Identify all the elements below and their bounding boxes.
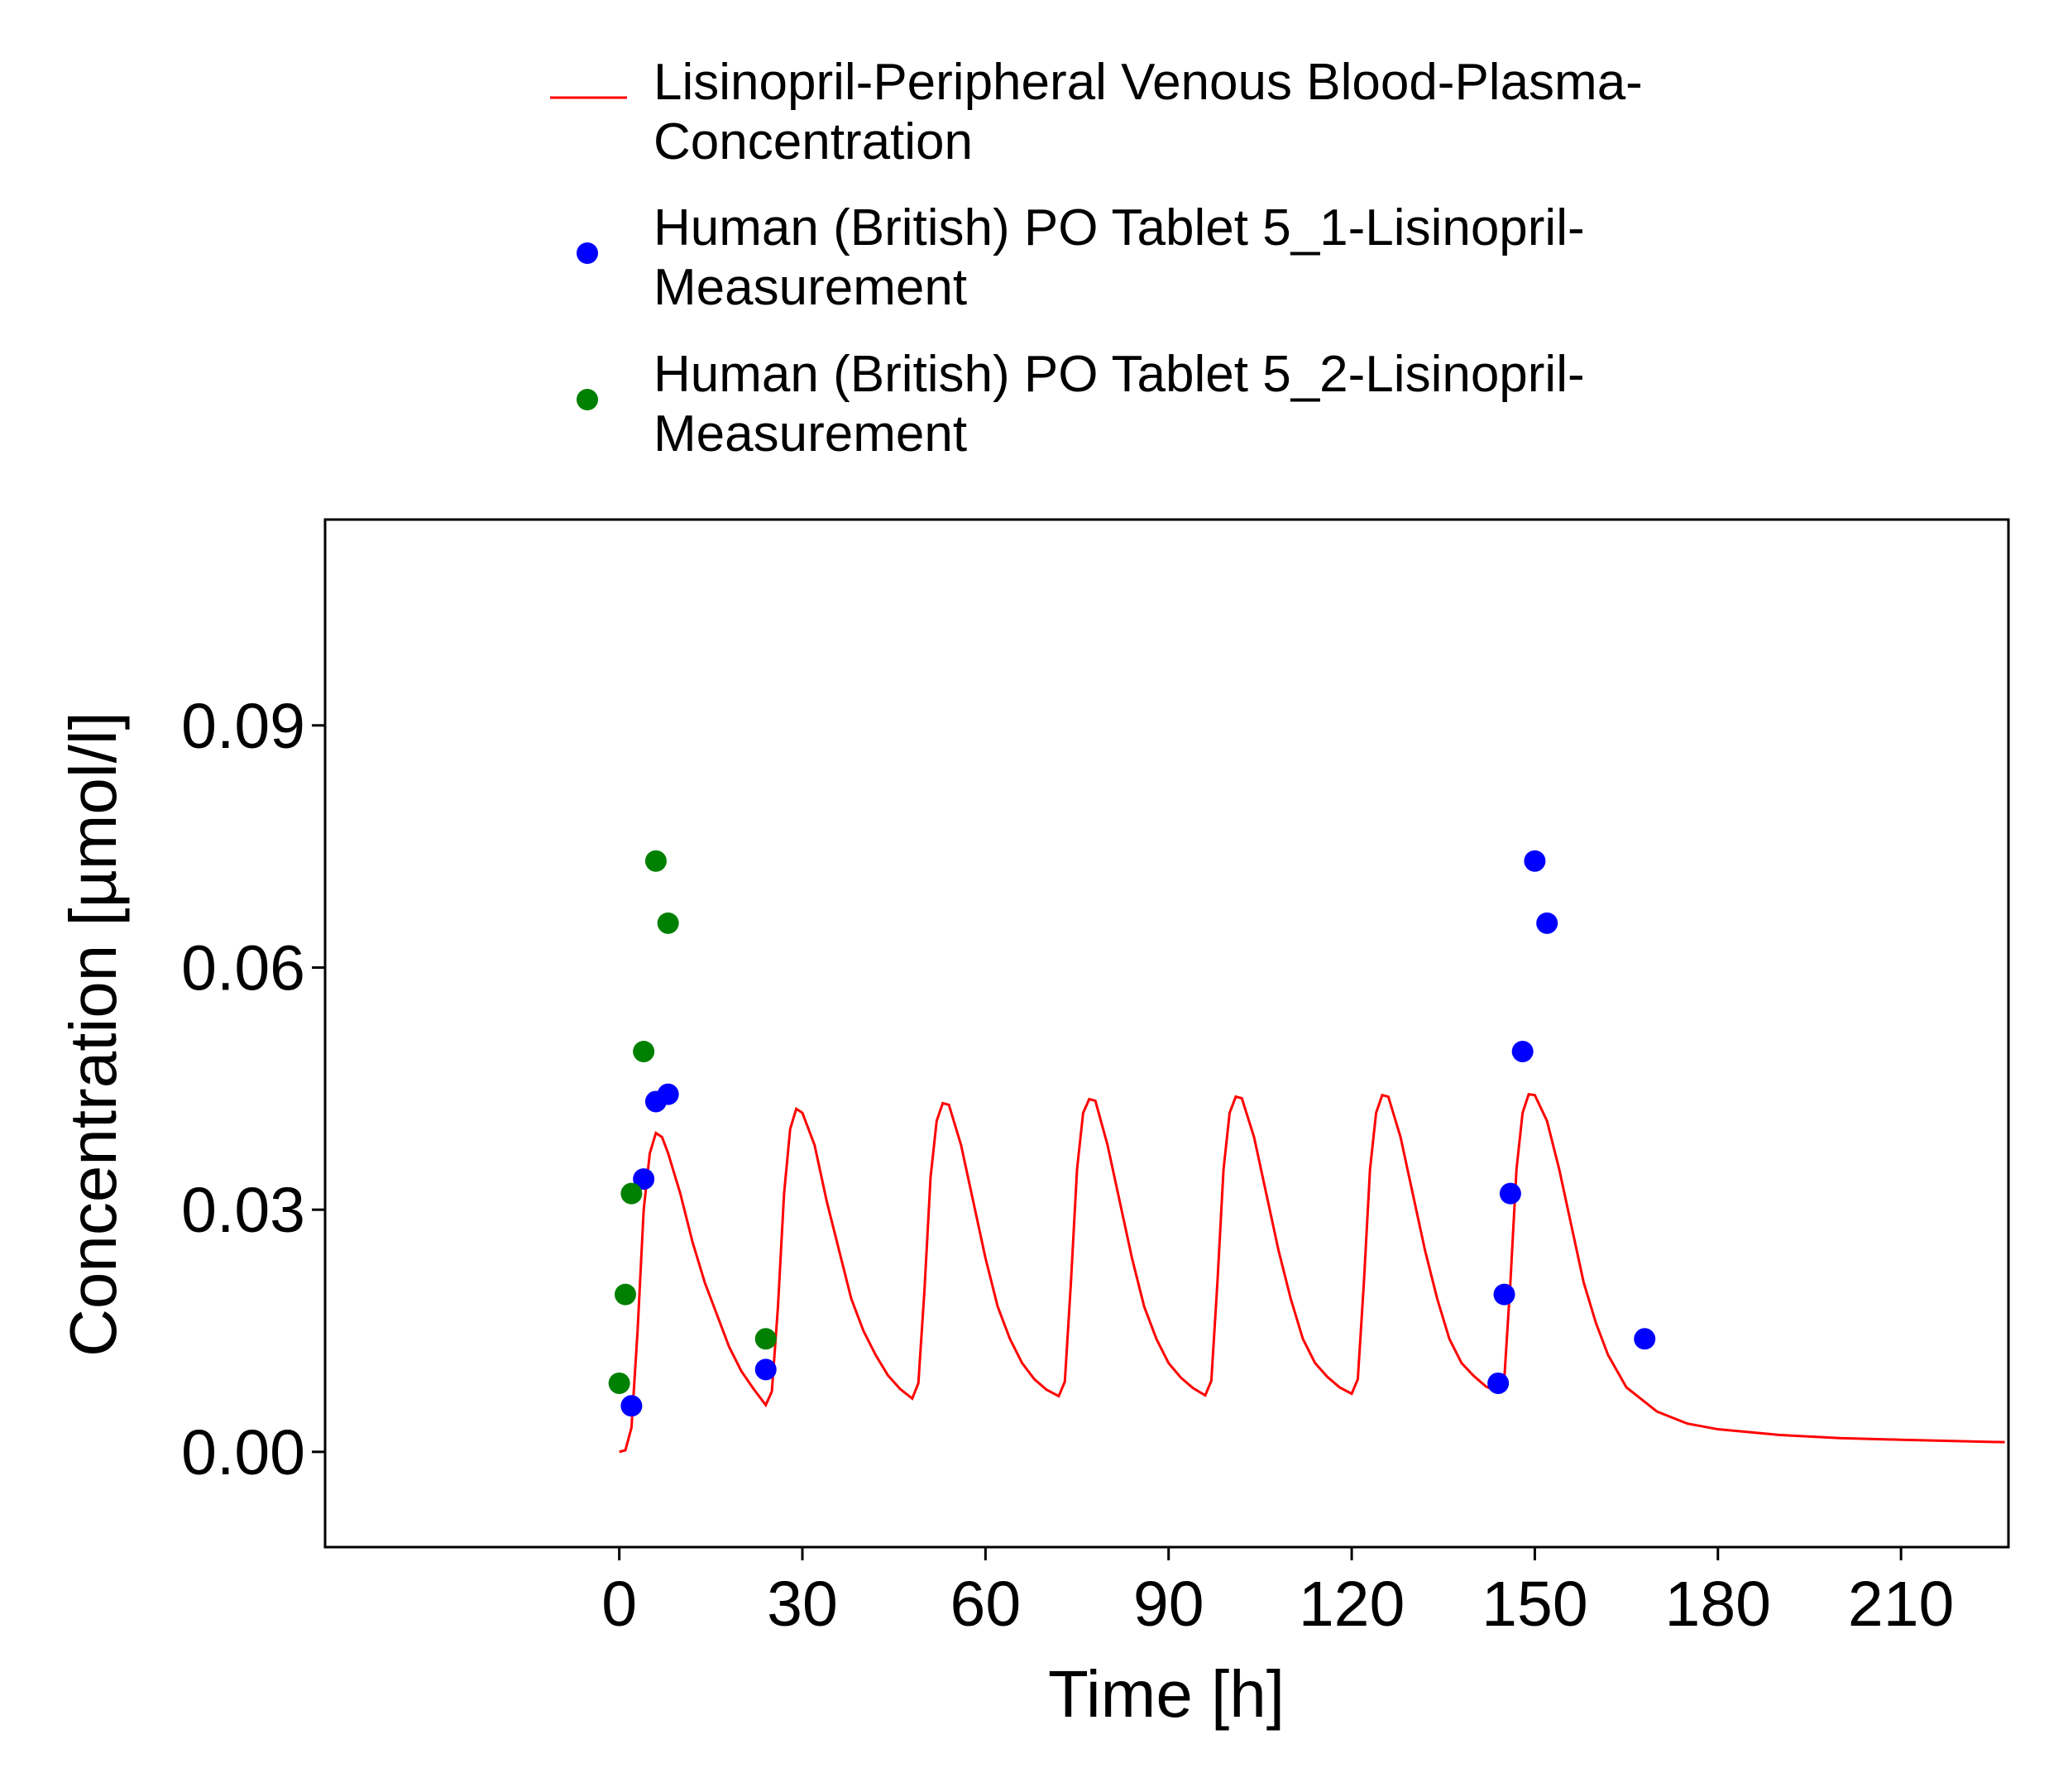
legend-entry: Lisinopril-Peripheral Venous Blood-Plasm… — [653, 54, 1643, 170]
x-tick-label: 90 — [1133, 1569, 1204, 1640]
data-point — [1493, 1283, 1515, 1306]
y-axis-label: Concentration [µmol/l] — [56, 712, 130, 1357]
data-point — [633, 1040, 655, 1062]
data-point — [1499, 1182, 1521, 1205]
data-point — [1487, 1372, 1510, 1394]
data-point — [657, 1083, 679, 1105]
data-point — [1634, 1328, 1656, 1350]
legend-swatch — [577, 242, 598, 264]
x-tick-label: 30 — [767, 1569, 838, 1640]
x-tick-label: 180 — [1665, 1569, 1771, 1640]
y-tick-label: 0.09 — [181, 691, 305, 762]
y-tick-label: 0.06 — [181, 932, 305, 1004]
y-tick-label: 0.03 — [181, 1175, 305, 1246]
data-point — [615, 1283, 637, 1306]
data-point — [1536, 912, 1558, 934]
plot-frame — [323, 518, 2010, 1549]
x-tick-label: 0 — [601, 1569, 637, 1640]
legend-swatch — [577, 389, 598, 410]
plot-area — [608, 850, 2005, 1454]
data-point — [608, 1372, 630, 1394]
data-point — [657, 912, 679, 934]
data-point — [1524, 850, 1546, 872]
data-point — [1511, 1040, 1534, 1062]
data-point — [620, 1395, 643, 1417]
legend-entry: Human (British) PO Tablet 5_2-Lisinopril… — [653, 346, 1585, 462]
data-point — [754, 1328, 777, 1350]
data-point — [633, 1168, 655, 1191]
x-axis-label: Time [h] — [1048, 1657, 1285, 1731]
x-tick-label: 120 — [1299, 1569, 1405, 1640]
data-point — [620, 1182, 643, 1205]
x-tick-label: 150 — [1482, 1569, 1587, 1640]
x-tick-label: 210 — [1848, 1569, 1954, 1640]
legend-entry: Human (British) PO Tablet 5_1-Lisinopril… — [653, 199, 1585, 316]
y-tick-label: 0.00 — [181, 1417, 305, 1488]
x-tick-label: 60 — [950, 1569, 1022, 1640]
data-point — [644, 850, 667, 872]
data-line — [619, 1093, 2005, 1454]
data-point — [754, 1358, 777, 1381]
